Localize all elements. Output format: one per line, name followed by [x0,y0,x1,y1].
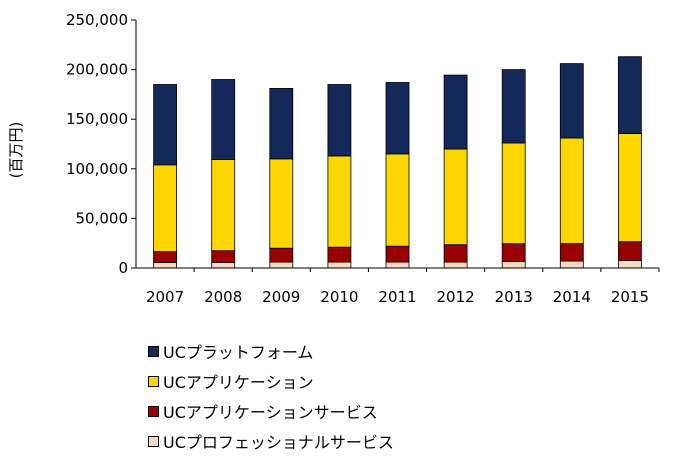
bar-segment [618,56,642,135]
stacked-bar-chart: 0 50,000 100,000 150,000 200,000 250,000 2007… [7,11,660,306]
bar-segment [559,243,584,262]
bar-segment [385,261,410,269]
y-axis: 0 50,000 100,000 150,000 200,000 250,000 [66,11,137,277]
x-tick-label: 2012 [437,288,475,306]
bar-segment [327,246,352,263]
y-tick-label: 0 [118,259,128,277]
legend-item: UCアプリケーションサービス [148,396,394,426]
bar-segment [211,158,236,252]
bar-segment [385,153,410,247]
legend: UCプラットフォーム UCアプリケーション UCアプリケーションサービス UCプロフェ… [148,336,394,456]
y-tick-label: 50,000 [76,209,129,227]
bar-segment [501,261,526,269]
legend-label: UCプラットフォーム [163,343,314,362]
bar-segment [385,245,410,263]
x-tick-label: 2007 [146,288,184,306]
bar-segment [269,88,294,160]
y-tick-label: 250,000 [66,11,128,29]
legend-swatch [148,345,159,357]
legend-swatch [148,405,159,417]
bar-segment [269,158,294,249]
bar-segment [559,63,584,139]
y-axis-label: (百万円) [7,122,25,179]
legend-label: UCプロフェッショナルサービス [163,433,394,452]
bar-segment [327,261,352,269]
bar-segment [211,79,236,160]
bar-segment [269,247,294,263]
legend-label: UCアプリケーションサービス [163,403,378,422]
bar-segment [327,84,352,157]
bar-segment [153,262,178,269]
bar-segment [443,261,468,269]
legend-label: UCアプリケーション [163,373,314,392]
bar-segment [443,244,468,263]
bars [153,56,642,269]
bar-segment [618,260,642,269]
bar-segment [618,133,642,243]
x-tick-label: 2010 [320,288,358,306]
bar-segment [153,164,178,253]
bar-segment [501,243,526,262]
y-tick-label: 100,000 [66,160,128,178]
bar-segment [269,261,294,269]
x-tick-label: 2008 [204,288,242,306]
y-tick-label: 200,000 [66,61,128,79]
bar-segment [211,262,236,269]
bar-segment [501,142,526,245]
x-tick-label: 2009 [262,288,300,306]
legend-swatch [148,435,159,447]
y-tick-label: 150,000 [66,110,128,128]
legend-item: UCアプリケーション [148,366,394,396]
x-tick-label: 2015 [611,288,649,306]
x-tick-label: 2011 [378,288,416,306]
bar-segment [327,155,352,248]
legend-item: UCプラットフォーム [148,336,394,366]
bar-segment [559,260,584,269]
x-tick-label: 2013 [495,288,533,306]
bar-segment [153,251,178,263]
bar-segment [385,82,410,155]
x-axis: 2007 2008 2009 2010 2011 2012 2013 2014 2015 [136,267,660,306]
bar-segment [153,84,178,166]
bar-segment [443,148,468,246]
bar-segment [618,241,642,261]
bar-segment [443,74,468,150]
x-tick-label: 2014 [553,288,591,306]
legend-swatch [148,375,159,387]
bar-segment [559,137,584,244]
legend-item: UCプロフェッショナルサービス [148,426,394,456]
bar-segment [211,250,236,263]
bar-segment [501,69,526,144]
